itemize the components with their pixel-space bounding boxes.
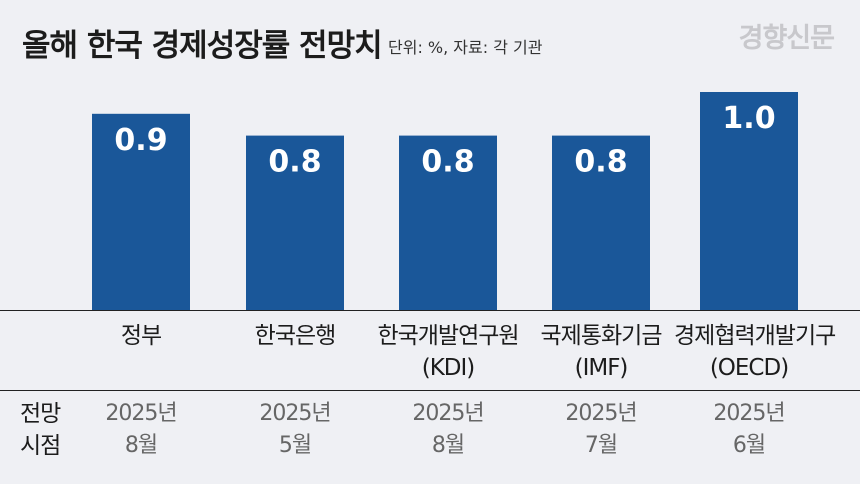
axis-baseline xyxy=(0,310,860,311)
category-abbreviation: (KDI) xyxy=(421,355,476,381)
bar-value-label-5: 1.0 xyxy=(722,101,775,136)
category-label-1: 정부 xyxy=(66,320,216,352)
bar-value-label-4: 0.8 xyxy=(574,145,627,180)
forecast-month: 8월 xyxy=(431,433,465,458)
forecast-row-header: 전망 시점 xyxy=(20,398,61,462)
chart-title: 올해 한국 경제성장률 전망치 xyxy=(22,28,383,64)
table-divider xyxy=(0,390,860,391)
forecast-date-2: 2025년 5월 xyxy=(220,398,370,462)
forecast-date-5: 2025년 6월 xyxy=(674,398,824,462)
category-name: 경제협력개발기구 xyxy=(674,323,836,349)
forecast-date-1: 2025년 8월 xyxy=(66,398,216,462)
forecast-date-3: 2025년 8월 xyxy=(373,398,523,462)
category-label-2: 한국은행 xyxy=(220,320,370,352)
forecast-year: 2025년 xyxy=(259,401,331,426)
bar-value-label-3: 0.8 xyxy=(421,145,474,180)
bar-1 xyxy=(92,113,190,310)
forecast-month: 6월 xyxy=(732,433,766,458)
publisher-logo: 경향신문 xyxy=(738,23,835,54)
forecast-date-4: 2025년 7월 xyxy=(526,398,676,462)
bar-value-label-1: 0.9 xyxy=(114,123,167,158)
category-abbreviation: (IMF) xyxy=(574,355,629,381)
category-name: 한국은행 xyxy=(254,323,337,349)
category-label-5: 경제협력개발기구 (OECD) xyxy=(674,320,836,384)
forecast-month: 8월 xyxy=(124,433,158,458)
row-header-line2: 시점 xyxy=(20,433,61,459)
forecast-month: 5월 xyxy=(278,433,312,458)
forecast-year: 2025년 xyxy=(713,401,785,426)
bar-5 xyxy=(700,92,798,310)
bar-3 xyxy=(399,135,497,310)
forecast-month: 7월 xyxy=(584,433,618,458)
category-name: 한국개발연구원 xyxy=(377,323,519,349)
category-label-4: 국제통화기금 (IMF) xyxy=(526,320,676,384)
forecast-year: 2025년 xyxy=(565,401,637,426)
category-label-3: 한국개발연구원 (KDI) xyxy=(373,320,523,384)
bar-2 xyxy=(246,135,344,310)
bar-value-label-2: 0.8 xyxy=(268,145,321,180)
unit-note: 단위: %, 자료: 각 기관 xyxy=(388,38,543,57)
forecast-year: 2025년 xyxy=(105,401,177,426)
row-header-line1: 전망 xyxy=(20,401,61,427)
category-name: 정부 xyxy=(120,323,162,349)
bar-4 xyxy=(552,135,650,310)
category-name: 국제통화기금 xyxy=(540,323,663,349)
category-abbreviation: (OECD) xyxy=(709,355,789,381)
forecast-year: 2025년 xyxy=(412,401,484,426)
